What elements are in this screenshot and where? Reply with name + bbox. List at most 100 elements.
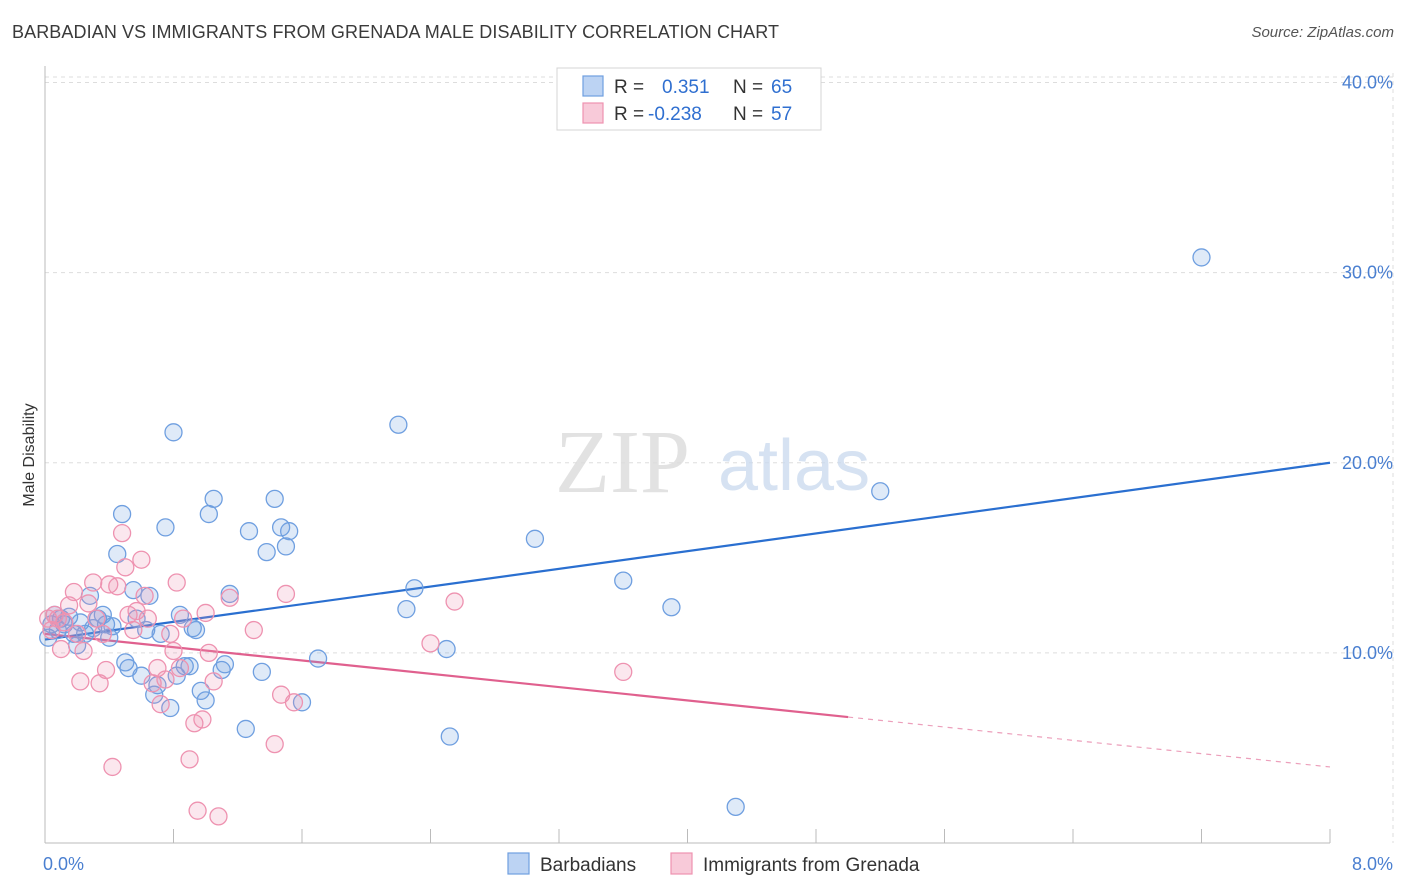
point-series-1-45	[220, 588, 239, 607]
point-series-0-55	[308, 649, 328, 668]
point-series-0-26	[140, 586, 159, 605]
point-series-0-59	[437, 639, 456, 659]
point-series-1-31	[156, 670, 175, 689]
y-tick-label-30: 30.0%	[1342, 263, 1393, 283]
series-legend: Barbadians Immigrants from Grenada	[507, 852, 920, 876]
point-series-1-32	[161, 624, 180, 644]
point-series-0-41	[199, 504, 218, 524]
point-series-0-19	[112, 504, 132, 524]
series-legend-label-grenada: Immigrants from Grenada	[703, 855, 920, 876]
point-series-1-36	[173, 609, 193, 628]
point-series-1-47	[265, 734, 284, 754]
legend-r-value-1: 0.351	[662, 77, 710, 98]
x-tick-label-min: 0.0%	[43, 854, 84, 874]
point-series-0-17	[103, 617, 122, 636]
y-tick-label-10: 10.0%	[1342, 643, 1393, 663]
point-series-1-26	[135, 586, 154, 605]
point-series-1-53	[614, 662, 633, 682]
watermark-atlas: atlas	[718, 426, 870, 506]
point-series-0-38	[186, 620, 206, 640]
point-series-0-47	[239, 522, 259, 541]
y-tick-label-20: 20.0%	[1342, 453, 1393, 473]
point-series-1-15	[93, 624, 112, 644]
point-series-1-19	[108, 577, 127, 596]
point-series-1-4	[51, 639, 71, 659]
legend-r-label-1: R =	[614, 77, 644, 98]
point-series-0-42	[204, 489, 223, 509]
point-series-1-18	[103, 757, 122, 777]
point-series-1-39	[188, 801, 207, 820]
point-series-1-37	[180, 750, 199, 769]
point-series-1-13	[87, 609, 106, 628]
point-series-0-64	[726, 797, 745, 817]
point-series-0-53	[279, 522, 299, 541]
data-points	[39, 248, 1211, 826]
point-series-0-63	[662, 598, 681, 617]
point-series-0-65	[871, 482, 890, 501]
point-series-1-9	[71, 672, 90, 691]
point-series-1-43	[204, 672, 223, 691]
point-series-0-66	[1192, 248, 1211, 267]
series-legend-swatch-barbadians	[507, 852, 530, 875]
point-series-1-12	[84, 573, 103, 592]
point-series-0-46	[236, 719, 255, 739]
point-series-0-31	[161, 698, 180, 718]
point-series-0-30	[156, 518, 175, 537]
point-series-1-11	[79, 594, 98, 613]
point-series-1-8	[67, 624, 87, 644]
point-series-1-25	[132, 550, 151, 569]
point-series-1-27	[138, 609, 157, 628]
point-series-1-41	[196, 603, 215, 623]
point-series-0-57	[397, 599, 416, 619]
point-series-0-44	[215, 655, 235, 674]
chart-title: BARBADIAN VS IMMIGRANTS FROM GRENADA MAL…	[12, 22, 780, 42]
point-series-0-32	[164, 423, 183, 442]
trend-line-series-0	[44, 461, 1331, 641]
point-series-0-18	[108, 544, 127, 564]
point-series-1-46	[244, 620, 263, 640]
point-series-0-20	[116, 653, 135, 672]
point-series-1-23	[124, 620, 143, 640]
point-series-1-5	[55, 613, 74, 632]
point-series-1-20	[112, 523, 132, 543]
point-series-0-58	[405, 579, 424, 598]
point-series-1-33	[164, 641, 183, 661]
point-series-1-42	[199, 643, 218, 663]
legend-r-value-2: -0.238	[648, 104, 702, 125]
tick-labels: 10.0% 20.0% 30.0% 40.0% 0.0% 8.0%	[43, 73, 1393, 874]
legend-r-label-2: R =	[614, 104, 644, 125]
point-series-0-61	[525, 529, 545, 548]
point-series-1-49	[276, 584, 296, 604]
point-series-0-56	[389, 415, 408, 434]
point-series-0-60	[440, 727, 459, 746]
point-series-0-40	[196, 691, 215, 710]
legend-n-value-1: 65	[771, 77, 792, 98]
series-legend-swatch-grenada	[670, 852, 693, 875]
point-series-1-7	[64, 582, 84, 602]
source-label: Source: ZipAtlas.com	[1251, 24, 1394, 41]
point-series-1-10	[74, 641, 93, 661]
point-series-1-44	[209, 807, 228, 826]
point-series-1-52	[445, 592, 464, 611]
y-tick-label-40: 40.0%	[1342, 73, 1393, 93]
series-legend-label-barbadians: Barbadians	[540, 855, 636, 876]
y-axis-label: Male Disability	[21, 403, 38, 506]
point-series-0-25	[137, 620, 156, 640]
point-series-1-35	[170, 658, 190, 678]
point-series-0-48	[252, 662, 271, 682]
point-series-1-16	[96, 660, 116, 680]
watermark-zip: ZIP	[555, 413, 690, 512]
legend-n-value-2: 57	[771, 104, 792, 125]
point-series-1-51	[421, 634, 440, 653]
point-series-1-21	[116, 558, 135, 577]
trend-line-extension-series-1	[848, 716, 1331, 768]
legend-n-label-1: N =	[733, 77, 763, 98]
point-series-1-40	[193, 710, 212, 729]
x-tick-label-max: 8.0%	[1352, 854, 1393, 874]
axes	[44, 66, 1331, 844]
trend-lines	[44, 461, 1331, 768]
point-series-1-34	[167, 573, 186, 592]
point-series-0-29	[151, 624, 170, 644]
point-series-0-49	[257, 542, 276, 562]
